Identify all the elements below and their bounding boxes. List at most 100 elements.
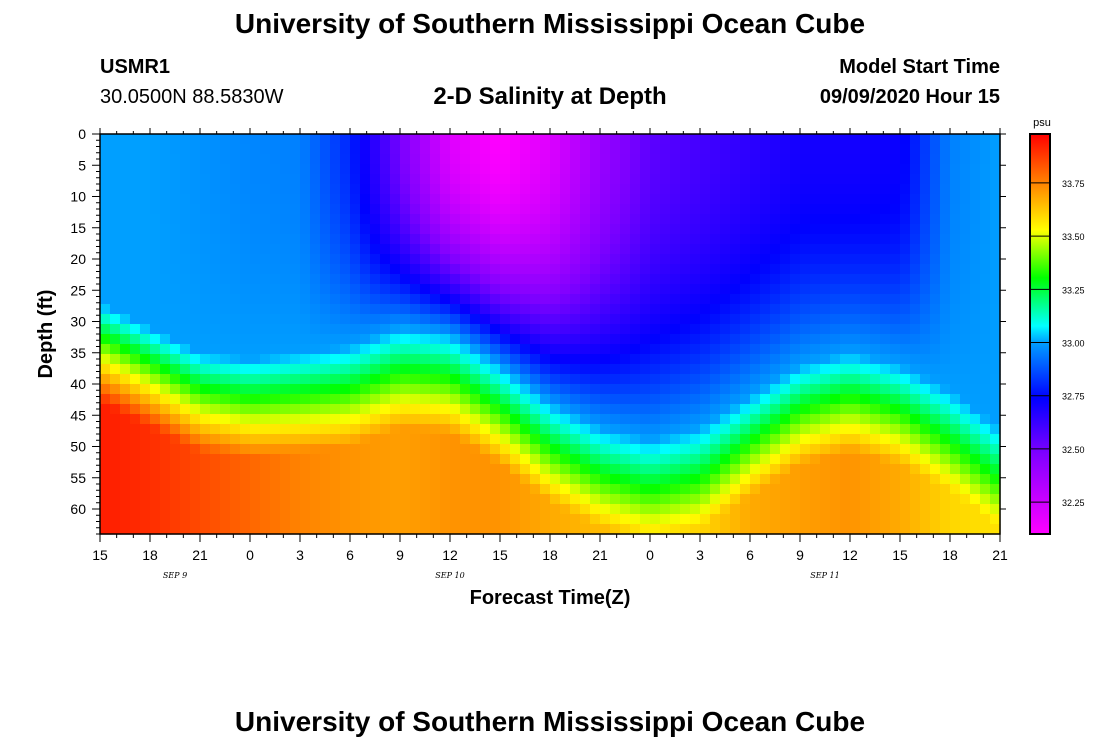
heatmap-cell	[660, 144, 671, 155]
heatmap-cell	[670, 264, 681, 275]
heatmap-cell	[350, 494, 361, 505]
heatmap-cell	[300, 394, 311, 405]
heatmap-cell	[340, 384, 351, 395]
heatmap-cell	[850, 504, 861, 515]
heatmap-cell	[540, 314, 551, 325]
heatmap-cell	[650, 164, 661, 175]
heatmap-cell	[500, 484, 511, 495]
heatmap-cell	[640, 374, 651, 385]
heatmap-cell	[870, 164, 881, 175]
heatmap-cell	[360, 504, 371, 515]
heatmap-cell	[560, 224, 571, 235]
heatmap-cell	[390, 514, 401, 525]
heatmap-cell	[880, 314, 891, 325]
heatmap-cell	[160, 234, 171, 245]
heatmap-cell	[570, 514, 581, 525]
heatmap-cell	[660, 464, 671, 475]
heatmap-cell	[130, 254, 141, 265]
heatmap-cell	[880, 224, 891, 235]
heatmap-cell	[650, 264, 661, 275]
heatmap-cell	[640, 474, 651, 485]
heatmap-cell	[550, 364, 561, 375]
heatmap-cell	[240, 484, 251, 495]
heatmap-cell	[880, 154, 891, 165]
heatmap-cell	[160, 514, 171, 525]
heatmap-cell	[890, 494, 901, 505]
heatmap-cell	[550, 344, 561, 355]
heatmap-cell	[510, 524, 521, 535]
heatmap-cell	[580, 134, 591, 145]
heatmap-cell	[740, 264, 751, 275]
heatmap-cell	[840, 324, 851, 335]
heatmap-cell	[830, 134, 841, 145]
heatmap-cell	[430, 254, 441, 265]
heatmap-cell	[110, 164, 121, 175]
heatmap-cell	[950, 284, 961, 295]
heatmap-cell	[790, 394, 801, 405]
heatmap-cell	[720, 174, 731, 185]
heatmap-cell	[190, 254, 201, 265]
heatmap-cell	[450, 184, 461, 195]
heatmap-cell	[770, 154, 781, 165]
heatmap-cell	[450, 424, 461, 435]
heatmap-cell	[440, 504, 451, 515]
heatmap-cell	[290, 514, 301, 525]
heatmap-cell	[920, 344, 931, 355]
heatmap-cell	[930, 494, 941, 505]
heatmap-cell	[860, 474, 871, 485]
heatmap-cell	[380, 414, 391, 425]
heatmap-cell	[650, 454, 661, 465]
heatmap-cell	[340, 234, 351, 245]
heatmap-cell	[790, 304, 801, 315]
heatmap-cell	[370, 224, 381, 235]
heatmap-cell	[930, 224, 941, 235]
heatmap-cell	[230, 454, 241, 465]
heatmap-cell	[670, 474, 681, 485]
heatmap-cell	[860, 284, 871, 295]
heatmap-cell	[900, 394, 911, 405]
heatmap-cell	[450, 344, 461, 355]
heatmap-cell	[130, 304, 141, 315]
heatmap-cell	[840, 394, 851, 405]
heatmap-cell	[120, 324, 131, 335]
heatmap-cell	[730, 344, 741, 355]
heatmap-cell	[340, 364, 351, 375]
heatmap-cell	[730, 134, 741, 145]
heatmap-cell	[900, 434, 911, 445]
heatmap-cell	[140, 244, 151, 255]
heatmap-cell	[480, 214, 491, 225]
heatmap-cell	[940, 274, 951, 285]
heatmap-cell	[780, 184, 791, 195]
heatmap-cell	[300, 374, 311, 385]
heatmap-cell	[490, 134, 501, 145]
heatmap-cell	[680, 184, 691, 195]
heatmap-cell	[990, 434, 1001, 445]
heatmap-cell	[810, 354, 821, 365]
heatmap-cell	[160, 204, 171, 215]
heatmap-cell	[620, 244, 631, 255]
heatmap-cell	[570, 374, 581, 385]
heatmap-cell	[960, 304, 971, 315]
heatmap-cell	[330, 354, 341, 365]
heatmap-cell	[570, 364, 581, 375]
heatmap-cell	[820, 424, 831, 435]
heatmap-cell	[900, 424, 911, 435]
heatmap-cell	[230, 154, 241, 165]
heatmap-cell	[650, 254, 661, 265]
heatmap-cell	[740, 394, 751, 405]
heatmap-cell	[330, 144, 341, 155]
heatmap-cell	[220, 424, 231, 435]
heatmap-cell	[140, 514, 151, 525]
heatmap-cell	[150, 394, 161, 405]
heatmap-cell	[870, 254, 881, 265]
heatmap-cell	[460, 414, 471, 425]
heatmap-cell	[330, 434, 341, 445]
heatmap-cell	[260, 274, 271, 285]
heatmap-cell	[710, 194, 721, 205]
heatmap-cell	[600, 324, 611, 335]
heatmap-cell	[510, 214, 521, 225]
heatmap-cell	[240, 344, 251, 355]
heatmap-cell	[170, 294, 181, 305]
heatmap-cell	[940, 284, 951, 295]
heatmap-cell	[590, 174, 601, 185]
